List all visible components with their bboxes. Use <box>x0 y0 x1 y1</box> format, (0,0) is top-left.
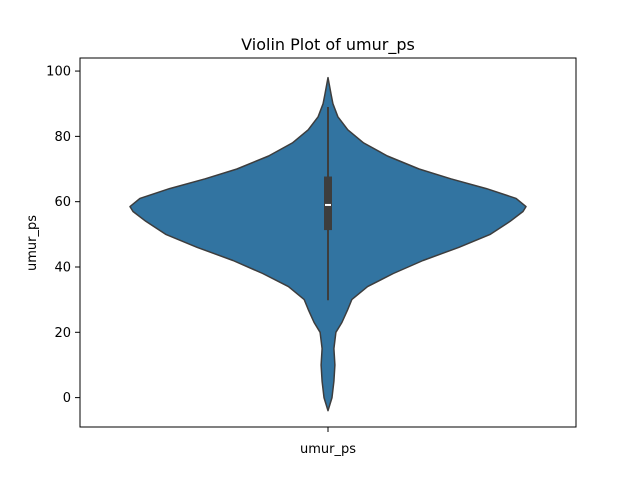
plot-area <box>79 57 577 428</box>
y-tick-label: 100 <box>46 65 71 80</box>
x-tick-label: umur_ps <box>300 442 356 457</box>
y-tick-label: 0 <box>63 391 71 406</box>
y-axis: 0 20 40 60 80 100 <box>46 65 80 406</box>
y-tick-label: 40 <box>54 260 71 275</box>
x-axis: umur_ps <box>300 427 356 457</box>
y-axis-label: umur_ps <box>25 215 40 271</box>
y-tick-label: 80 <box>54 130 71 145</box>
violin-iqr-box <box>324 176 332 231</box>
y-tick-label: 60 <box>54 195 71 210</box>
chart-title: Violin Plot of umur_ps <box>241 35 415 55</box>
y-tick-label: 20 <box>54 326 71 341</box>
